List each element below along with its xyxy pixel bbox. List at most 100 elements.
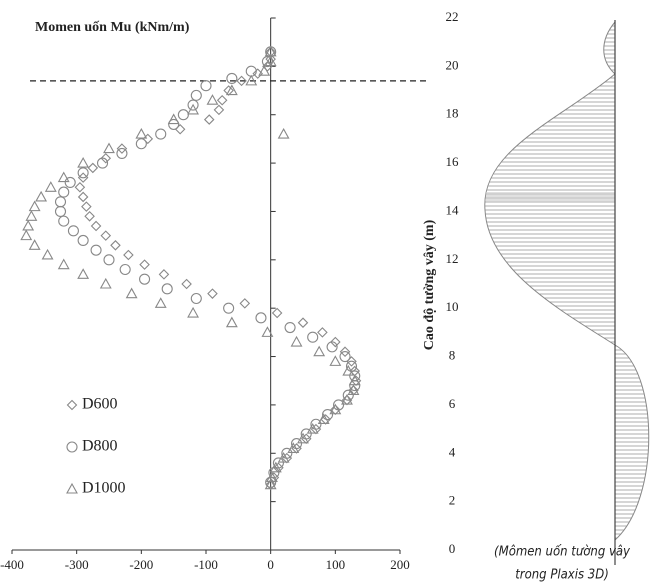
data-point (214, 105, 223, 114)
data-point (205, 115, 214, 124)
legend-label: D1000 (82, 480, 126, 497)
caption: (Mômen uốn tường vây (494, 545, 631, 560)
y-axis-label: Cao độ tường vây (m) (422, 219, 437, 350)
y-tick-label: 4 (449, 444, 456, 459)
x-tick-label: -200 (129, 557, 153, 572)
data-point (30, 202, 40, 211)
data-point (101, 279, 111, 288)
data-point (285, 323, 295, 333)
data-point (140, 274, 150, 284)
legend-marker (67, 442, 77, 452)
data-point (188, 308, 198, 317)
legend-marker (67, 484, 77, 493)
y-tick-label: 12 (446, 251, 459, 266)
data-point (43, 250, 53, 259)
caption: trong Plaxis 3D) (515, 568, 609, 583)
data-point (240, 299, 249, 308)
legend-label: D600 (82, 396, 118, 413)
data-point (104, 144, 114, 153)
data-point (26, 211, 36, 220)
data-point (30, 240, 40, 249)
data-point (88, 163, 97, 172)
y-tick-label: 20 (446, 57, 459, 72)
y-tick-label: 6 (449, 396, 456, 411)
data-point (207, 95, 217, 104)
figure: (Mômen uốn tường vây trong Plaxis 3D) Mo… (0, 0, 652, 585)
data-point (191, 294, 201, 304)
data-point (101, 231, 110, 240)
y-tick-label: 14 (446, 202, 460, 217)
moment-lobe (485, 74, 615, 345)
data-point (124, 250, 133, 259)
data-point (46, 182, 56, 191)
data-point (136, 139, 146, 149)
data-point (314, 347, 324, 356)
data-point (246, 66, 256, 76)
x-tick-label: 0 (267, 557, 274, 572)
data-point (256, 313, 266, 323)
data-point (191, 90, 201, 100)
data-point (91, 245, 101, 255)
data-point (156, 129, 166, 139)
data-point (111, 241, 120, 250)
data-point (23, 221, 33, 230)
data-point (36, 192, 46, 201)
data-point (85, 212, 94, 221)
x-tick-label: 100 (326, 557, 346, 572)
data-point (156, 298, 166, 307)
band (486, 192, 615, 202)
data-point (227, 73, 237, 83)
moment-lobe (615, 345, 649, 540)
x-tick-label: 200 (390, 557, 410, 572)
data-point (59, 260, 69, 269)
data-point (253, 69, 262, 78)
data-point (56, 206, 66, 216)
y-tick-label: 10 (446, 299, 459, 314)
y-tick-label: 18 (446, 106, 459, 121)
data-point (21, 231, 31, 240)
data-point (292, 337, 302, 346)
data-point (218, 96, 227, 105)
y-tick-label: 8 (449, 348, 456, 363)
data-point (140, 260, 149, 269)
y-tick-label: 22 (446, 9, 459, 24)
data-point (182, 280, 191, 289)
data-point (79, 192, 88, 201)
data-point (273, 309, 282, 318)
data-point (208, 289, 217, 298)
x-tick-label: -400 (0, 557, 24, 572)
y-tick-label: 0 (449, 541, 456, 556)
data-point (308, 332, 318, 342)
data-point (162, 284, 172, 294)
data-point (318, 328, 327, 337)
moment-lobe (604, 22, 615, 74)
data-point (59, 216, 69, 226)
chart-title: Momen uốn Mu (kNm/m) (35, 20, 190, 35)
plaxis-diagram: (Mômen uốn tường vây trong Plaxis 3D) (485, 20, 649, 583)
data-point (59, 173, 69, 182)
data-point (78, 269, 88, 278)
y-tick-label: 16 (446, 154, 460, 169)
data-point (176, 125, 185, 134)
data-point (127, 289, 137, 298)
data-point (299, 318, 308, 327)
data-point (59, 187, 69, 197)
data-point (159, 270, 168, 279)
data-point (120, 264, 130, 274)
data-point (188, 105, 198, 114)
data-point (56, 197, 66, 207)
data-point (201, 81, 211, 91)
data-point (92, 221, 101, 230)
legend-marker (68, 401, 77, 410)
data-point (279, 129, 289, 138)
data-point (227, 318, 237, 327)
data-point (224, 303, 234, 313)
y-tick-label: 2 (449, 493, 456, 508)
data-point (330, 356, 340, 365)
x-tick-label: -300 (65, 557, 89, 572)
data-point (78, 235, 88, 245)
data-point (78, 158, 88, 167)
data-point (178, 110, 188, 120)
data-point (104, 255, 114, 265)
legend-label: D800 (82, 438, 118, 455)
